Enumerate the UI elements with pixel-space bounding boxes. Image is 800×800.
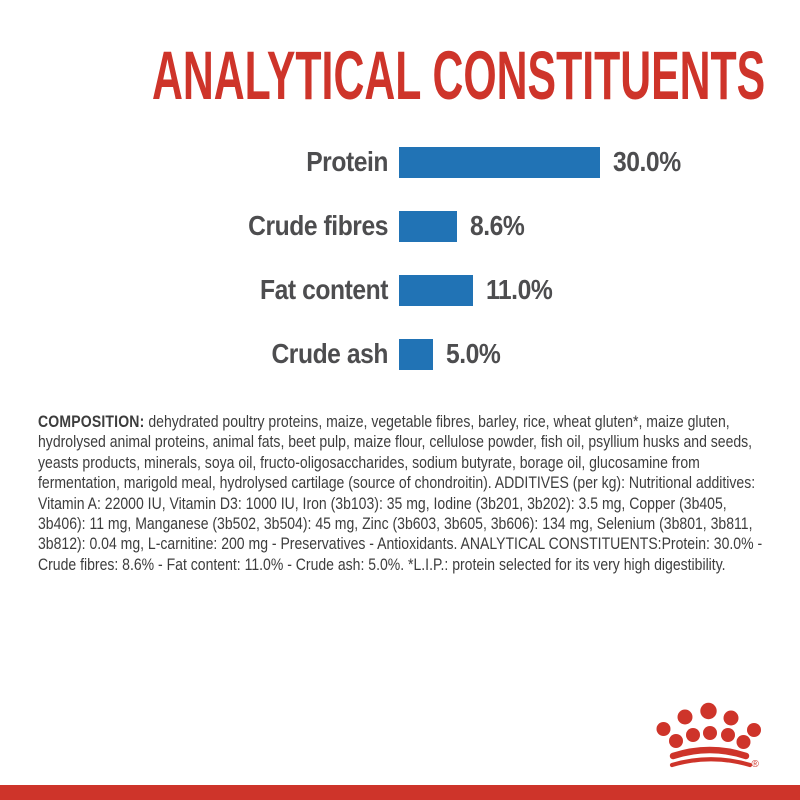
crown-dot — [669, 734, 683, 748]
chart-bar — [399, 146, 600, 178]
chart-bar — [399, 210, 457, 242]
crown-dot — [736, 735, 751, 749]
crown-dot — [703, 726, 717, 740]
chart-bar — [399, 338, 433, 370]
crown-dot — [686, 728, 700, 742]
crown-dot — [747, 723, 761, 737]
crown-dot — [721, 728, 735, 742]
chart-bar — [399, 274, 473, 306]
chart-value-label: 5.0% — [445, 338, 501, 369]
composition-body: dehydrated poultry proteins, maize, vege… — [38, 413, 763, 574]
composition-text: COMPOSITION: dehydrated poultry proteins… — [38, 412, 766, 575]
royal-canin-crown-logo: ® — [656, 702, 761, 770]
chart-value-label: 11.0% — [485, 274, 553, 305]
registered-trademark-icon: ® — [752, 759, 760, 770]
chart-category-label: Crude ash — [271, 338, 388, 369]
chart-row: Fat content 11.0% — [0, 258, 800, 322]
chart-value-label: 30.0% — [613, 146, 681, 177]
chart-category-label: Protein — [306, 146, 388, 177]
crown-dot — [677, 709, 693, 725]
crown-arc-upper — [669, 746, 750, 760]
analytical-chart: Protein 30.0% Crude fibres 8.6% Fat content 1… — [0, 130, 800, 386]
chart-category-label: Crude fibres — [248, 210, 388, 241]
chart-category-label: Fat content — [260, 274, 388, 305]
chart-row: Crude fibres 8.6% — [0, 194, 800, 258]
chart-row: Crude ash 5.0% — [0, 322, 800, 386]
crown-dot — [723, 710, 739, 726]
chart-value-label: 8.6% — [469, 210, 525, 241]
crown-arc-lower — [669, 757, 753, 768]
page-title: ANALYTICAL CONSTITUENTS — [152, 37, 766, 114]
crown-dot — [700, 702, 717, 720]
composition-label: COMPOSITION: — [38, 413, 145, 431]
crown-dot — [656, 722, 671, 736]
chart-row: Protein 30.0% — [0, 130, 800, 194]
footer-bar — [0, 785, 800, 800]
